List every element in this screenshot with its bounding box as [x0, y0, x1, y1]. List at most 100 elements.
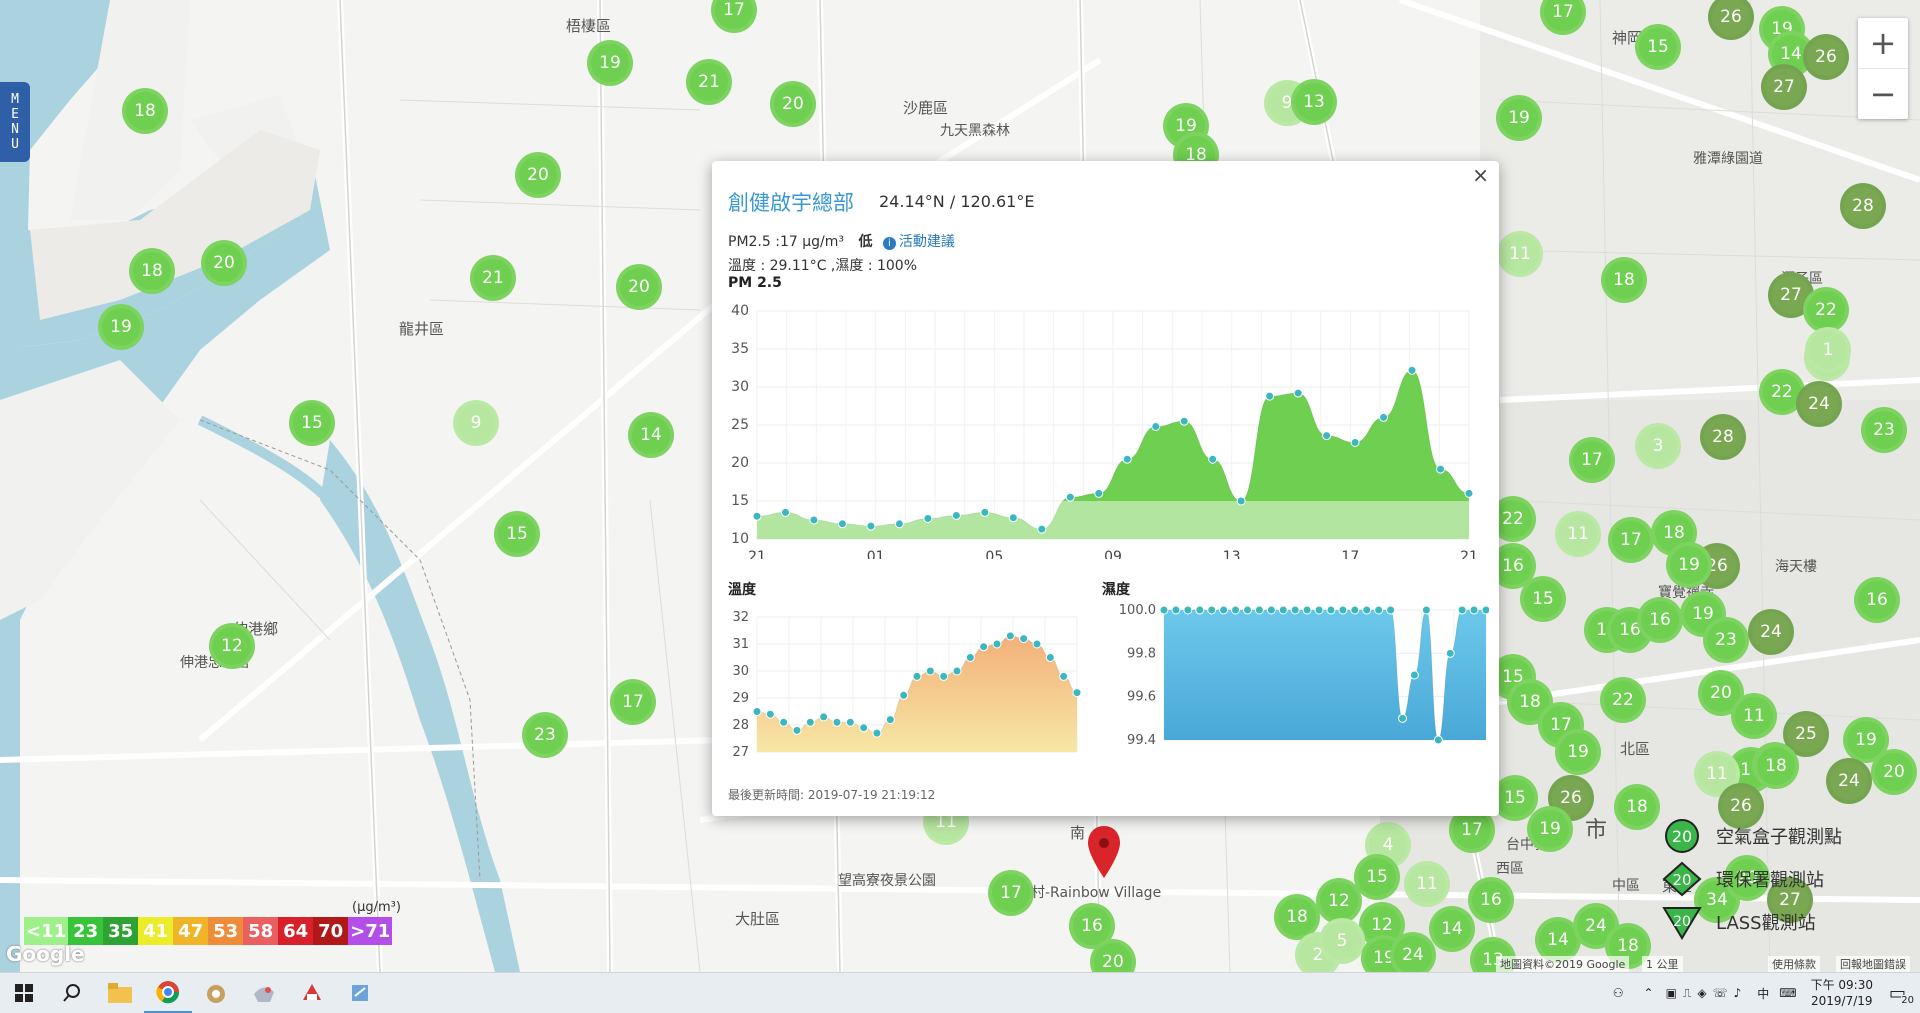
station-marker[interactable]: 18 [1601, 257, 1647, 303]
station-marker[interactable]: 22 [1759, 369, 1805, 415]
station-marker[interactable]: 20 [1090, 939, 1136, 972]
station-marker[interactable]: 15 [1520, 576, 1566, 622]
station-marker[interactable]: 19 [1555, 729, 1601, 775]
station-marker[interactable]: 16 [1637, 597, 1683, 643]
station-marker[interactable]: 27 [1767, 877, 1813, 923]
station-marker[interactable]: 9 [453, 400, 499, 446]
station-marker[interactable]: 28 [1840, 183, 1886, 229]
zoom-control[interactable]: + − [1858, 18, 1908, 119]
station-marker[interactable]: 24 [1796, 381, 1842, 427]
station-marker[interactable]: 19 [587, 40, 633, 86]
station-marker[interactable]: 11 [1731, 693, 1777, 739]
station-marker[interactable]: 26 [1718, 783, 1764, 829]
station-marker[interactable]: 27 [1761, 64, 1807, 110]
station-marker[interactable]: 16 [1854, 577, 1900, 623]
app-icon[interactable] [288, 973, 336, 1013]
station-marker[interactable]: 23 [1703, 617, 1749, 663]
station-marker[interactable]: 23 [1861, 407, 1907, 453]
station-marker[interactable]: 11 [1497, 231, 1543, 277]
station-marker[interactable]: 18 [1614, 784, 1660, 830]
station-marker[interactable]: 11 [1404, 861, 1450, 907]
clock[interactable]: 下午 09:30 2019/7/19 [1811, 977, 1873, 1009]
station-marker[interactable]: 14 [628, 412, 674, 458]
legend-cell: 47 [173, 917, 209, 945]
station-marker[interactable]: 15 [494, 511, 540, 557]
chevron-up-icon[interactable]: ⌃ [1643, 986, 1654, 1000]
zoom-in-button[interactable]: + [1869, 24, 1897, 62]
station-legend-airbox[interactable]: 20 空氣盒子觀測點 [1660, 816, 1910, 856]
data-point [979, 642, 989, 652]
station-marker[interactable]: 16 [1468, 877, 1514, 923]
station-marker[interactable]: 1 [1805, 327, 1851, 373]
station-marker[interactable]: 15 [1492, 775, 1538, 821]
station-marker[interactable]: 20 [1698, 670, 1744, 716]
data-point [1122, 454, 1132, 464]
station-marker[interactable]: 20 [770, 81, 816, 127]
station-marker[interactable]: 23 [522, 712, 568, 758]
station-marker[interactable]: 13 [1470, 937, 1516, 972]
station-name[interactable]: 創健啟宇總部 [728, 191, 854, 215]
station-marker[interactable]: 19 [1527, 806, 1573, 852]
chrome-icon[interactable] [144, 973, 192, 1013]
station-marker[interactable]: 13 [1291, 79, 1337, 125]
station-marker[interactable]: 22 [1600, 677, 1646, 723]
station-marker[interactable]: 20 [1871, 749, 1917, 795]
station-marker[interactable]: 11 [1694, 751, 1740, 797]
station-marker[interactable]: 18 [129, 248, 175, 294]
station-marker[interactable]: 12 [209, 623, 255, 669]
ime-indicator[interactable]: 中 [1757, 986, 1770, 1001]
file-explorer-icon[interactable] [96, 973, 144, 1013]
data-point [965, 653, 975, 662]
terms-link[interactable]: 使用條款 [1768, 956, 1820, 972]
station-marker[interactable]: 34 [1694, 877, 1740, 923]
station-marker[interactable]: 11 [1555, 511, 1601, 557]
notification-icon[interactable]: ▭ 20 [1888, 982, 1914, 1006]
keyboard-icon[interactable]: ⌨ [1779, 986, 1797, 1000]
people-icon[interactable]: ⚇ [1612, 986, 1624, 1000]
station-marker[interactable]: 15 [289, 400, 335, 446]
close-icon[interactable]: × [1472, 163, 1489, 187]
station-marker[interactable]: 14 [1429, 906, 1475, 952]
station-marker[interactable]: 20 [201, 240, 247, 286]
zoom-out-button[interactable]: − [1858, 68, 1908, 119]
app-icon[interactable] [192, 973, 240, 1013]
app-icon[interactable] [336, 973, 384, 1013]
station-marker[interactable]: 19 [1666, 542, 1712, 588]
station-marker[interactable]: 3 [1635, 423, 1681, 469]
station-marker[interactable]: 17 [1608, 517, 1654, 563]
app-icon[interactable] [240, 973, 288, 1013]
station-marker[interactable]: 21 [470, 255, 516, 301]
station-marker[interactable]: 15 [1635, 24, 1681, 70]
station-marker[interactable]: 21 [686, 59, 732, 105]
station-marker[interactable]: 5 [1319, 918, 1365, 964]
station-marker[interactable]: 14 [1535, 917, 1581, 963]
station-marker[interactable]: 28 [1700, 414, 1746, 460]
station-marker[interactable]: 17 [711, 0, 757, 33]
windows-start-icon[interactable] [0, 973, 48, 1013]
station-marker[interactable]: 20 [1724, 855, 1770, 901]
advice-link[interactable]: i 活動建議 [882, 234, 955, 250]
station-marker[interactable]: 19 [1496, 95, 1542, 141]
station-legend-epa[interactable]: 20 環保署觀測站 [1660, 859, 1910, 899]
station-marker[interactable]: 18 [1753, 743, 1799, 789]
tray-icons[interactable]: ▣⎍◈☏♪ [1665, 985, 1748, 1000]
station-marker[interactable]: 20 [515, 152, 561, 198]
search-icon[interactable] [48, 973, 96, 1013]
station-marker[interactable]: 26 [1803, 34, 1849, 80]
station-marker[interactable]: 17 [1540, 0, 1586, 35]
station-marker[interactable]: 19 [98, 304, 144, 350]
station-marker[interactable]: 24 [1826, 758, 1872, 804]
report-map-error-link[interactable]: 回報地圖錯誤 [1836, 956, 1910, 972]
station-marker[interactable]: 26 [1708, 0, 1754, 40]
station-legend-lass[interactable]: 20 LASS觀測站 [1660, 902, 1910, 942]
station-marker[interactable]: 15 [1354, 854, 1400, 900]
station-marker[interactable]: 24 [1748, 609, 1794, 655]
station-marker[interactable]: 20 [616, 264, 662, 310]
station-marker[interactable]: 18 [1274, 894, 1320, 940]
station-marker[interactable]: 17 [610, 679, 656, 725]
station-marker[interactable]: 17 [1569, 437, 1615, 483]
station-marker[interactable]: 17 [988, 870, 1034, 916]
station-marker[interactable]: 18 [122, 88, 168, 134]
station-marker[interactable]: 24 [1390, 932, 1436, 972]
